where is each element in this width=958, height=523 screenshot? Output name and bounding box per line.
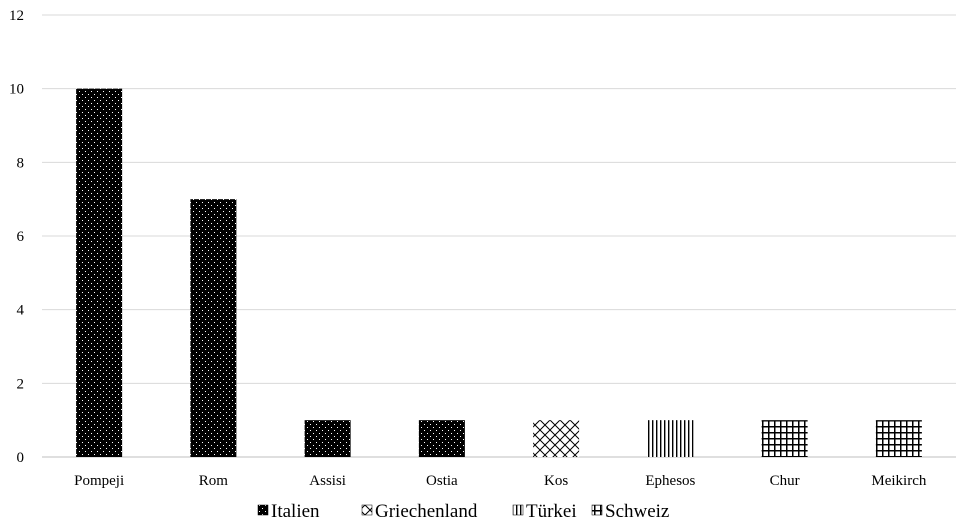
- bars: [76, 88, 922, 458]
- y-tick-label: 10: [9, 82, 24, 98]
- legend-item: Griechenland: [361, 501, 478, 522]
- bar-ostia-italien: [418, 420, 465, 457]
- legend-label: Türkei: [526, 501, 577, 522]
- legend-item: Türkei: [512, 501, 577, 522]
- bar-assisi-italien: [304, 420, 351, 457]
- bar-kos-griechenland: [533, 420, 580, 457]
- legend: Italien Griechenland Türkei Schweiz: [257, 501, 669, 522]
- x-tick-label: Pompeji: [74, 473, 124, 489]
- x-tick-label: Ephesos: [645, 473, 695, 489]
- bar-rom-italien: [190, 199, 237, 457]
- legend-swatch: [591, 504, 603, 516]
- x-tick-label: Ostia: [426, 473, 458, 489]
- legend-label: Griechenland: [375, 501, 478, 522]
- x-tick-label: Meikirch: [871, 473, 926, 489]
- bar-ephesos-türkei: [647, 420, 694, 457]
- y-tick-label: 0: [17, 450, 25, 466]
- y-tick-label: 4: [17, 303, 25, 319]
- y-tick-label: 12: [9, 8, 24, 24]
- legend-label: Schweiz: [605, 501, 669, 522]
- legend-swatch: [512, 504, 524, 516]
- legend-swatch: [361, 504, 373, 516]
- x-tick-label: Kos: [544, 473, 568, 489]
- y-tick-label: 8: [17, 155, 25, 171]
- bar-chur-schweiz: [761, 420, 808, 457]
- legend-item: Schweiz: [591, 501, 669, 522]
- legend-label: Italien: [271, 501, 320, 522]
- x-tick-label: Rom: [199, 473, 229, 489]
- bar-pompeji-italien: [76, 88, 123, 458]
- y-tick-label: 2: [17, 376, 25, 392]
- x-tick-label: Chur: [770, 473, 800, 489]
- bar-meikirch-schweiz: [875, 420, 922, 457]
- x-tick-label: Assisi: [309, 473, 346, 489]
- legend-item: Italien: [257, 501, 320, 522]
- y-tick-label: 6: [17, 229, 25, 245]
- legend-swatch: [257, 504, 269, 516]
- gridlines: [42, 14, 956, 458]
- y-axis-tick-labels: 0 2 4 6 8 10 12: [9, 8, 25, 466]
- x-axis-tick-labels: Pompeji Rom Assisi Ostia Kos Ephesos Chur Meiki…: [74, 473, 927, 489]
